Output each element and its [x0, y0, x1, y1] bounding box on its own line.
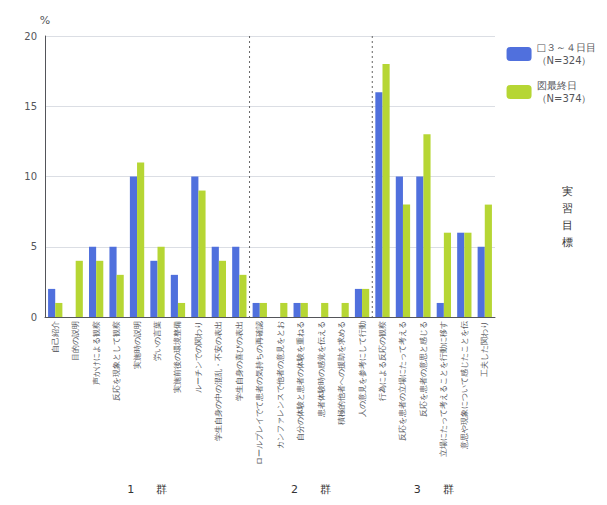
svg-text:□３～４日目: □３～４日目 [537, 42, 596, 53]
svg-text:5: 5 [31, 241, 37, 252]
svg-text:実施時の説明: 実施時の説明 [133, 321, 142, 369]
svg-text:自分の体験と患者の体験を重ねる: 自分の体験と患者の体験を重ねる [296, 321, 305, 441]
svg-text:学生自身の中の混乱・不安の表出: 学生自身の中の混乱・不安の表出 [214, 321, 223, 441]
svg-text:10: 10 [24, 171, 37, 182]
svg-text:積極的他者への援助を求める: 積極的他者への援助を求める [337, 321, 346, 425]
svg-text:労いの言葉: 労いの言葉 [153, 321, 162, 361]
svg-text:0: 0 [31, 312, 37, 323]
svg-text:習: 習 [562, 202, 573, 215]
svg-text:2 群: 2 群 [291, 483, 331, 496]
svg-text:反応を患者の立場にたって考える: 反応を患者の立場にたって考える [398, 321, 407, 441]
svg-text:自己紹介: 自己紹介 [51, 321, 60, 353]
svg-text:患者体験時の感覚を伝える: 患者体験時の感覚を伝える [317, 321, 326, 418]
svg-text:図最終日: 図最終日 [537, 80, 577, 91]
svg-text:声かけによる観察: 声かけによる観察 [92, 321, 101, 385]
svg-text:実: 実 [562, 185, 573, 198]
svg-text:人の意見を参考にして行動: 人の意見を参考にして行動 [358, 321, 367, 417]
svg-text:目的の説明: 目的の説明 [71, 321, 80, 361]
svg-text:15: 15 [24, 101, 37, 112]
svg-text:行為による反応の観察: 行為による反応の観察 [378, 321, 387, 401]
svg-text:学生自身の喜びの表出: 学生自身の喜びの表出 [235, 321, 244, 401]
svg-text:反応を現象として観察: 反応を現象として観察 [112, 321, 121, 401]
svg-text:（N=324）: （N=324） [537, 55, 592, 66]
svg-text:3 群: 3 群 [414, 483, 454, 496]
svg-text:カンファレンスで他者の意見をとお: カンファレンスで他者の意見をとお [276, 321, 285, 449]
svg-text:立場にたって考えることを行動に移す: 立場にたって考えることを行動に移す [439, 321, 448, 457]
svg-text:%: % [40, 14, 50, 27]
svg-text:20: 20 [24, 31, 37, 42]
svg-text:意思や現象について感じたことを伝: 意思や現象について感じたことを伝 [460, 321, 469, 450]
svg-text:反応を患者の意思と感じる: 反応を患者の意思と感じる [419, 321, 428, 417]
svg-text:実施前後の環境整備: 実施前後の環境整備 [173, 321, 182, 393]
svg-text:（N=374）: （N=374） [537, 93, 592, 104]
svg-text:ロールプレイでて患者の気持ちの再確認: ロールプレイでて患者の気持ちの再確認 [255, 321, 264, 465]
svg-text:工夫した関わり: 工夫した関わり [480, 321, 489, 377]
svg-text:1 群: 1 群 [127, 483, 167, 496]
svg-text:ルーチンでの関わり: ルーチンでの関わり [194, 321, 203, 393]
svg-text:標: 標 [562, 236, 573, 249]
svg-text:目: 目 [562, 219, 573, 232]
